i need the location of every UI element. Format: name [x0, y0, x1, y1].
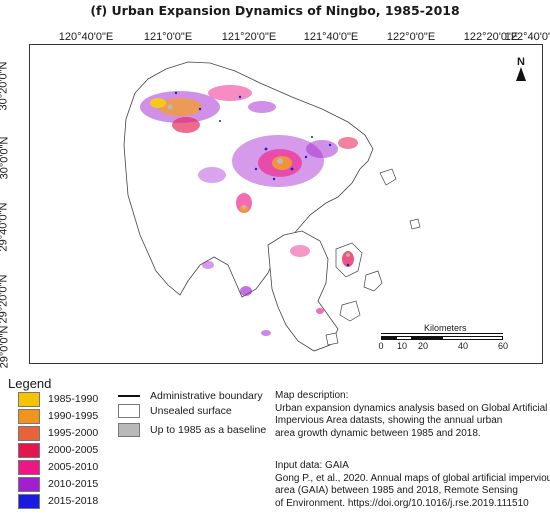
scale-bar-segment: [412, 336, 442, 340]
administrative-boundary: [267, 230, 339, 352]
legend-label: 2010-2015: [48, 478, 99, 490]
legend-item: 1995-2000: [18, 425, 98, 441]
legend-item: 2010-2015: [18, 476, 98, 492]
longitude-label: 121°20'0"E: [221, 31, 277, 43]
longitude-label: 122°0'0"E: [386, 31, 436, 43]
legend-title: Legend: [8, 376, 52, 391]
legend-item: 2015-2018: [18, 493, 98, 509]
legend-item: 2005-2010: [18, 459, 98, 475]
map-description: Map description: Urban expansion dynamic…: [275, 390, 547, 440]
latitude-label: 29°40'0"N: [0, 202, 10, 252]
legend-swatch: [18, 408, 40, 424]
legend-label: 2000-2005: [48, 444, 99, 456]
map-canvas: [123, 61, 421, 352]
scale-title: Kilometers: [424, 323, 467, 333]
legend-label: 2015-2018: [48, 495, 99, 507]
administrative-boundary: [379, 168, 397, 186]
latitude-label: 29°0'0"N: [0, 325, 11, 369]
baseline-1985: [167, 104, 350, 257]
scale-bar-segment: [396, 336, 412, 340]
scale-tick: 60: [497, 341, 509, 351]
administrative-boundary: [409, 218, 421, 230]
legend-item: 1990-1995: [18, 408, 98, 424]
legend-label: 1995-2000: [48, 427, 99, 439]
legend-swatch: [18, 391, 40, 407]
input-data-heading: Input data: GAIA: [275, 460, 349, 471]
longitude-label: 122°40'0"E: [504, 31, 550, 43]
citation-line: area (GAIA) between 1985 and 2018, Remot…: [275, 485, 518, 496]
description-line: Impervious Area datasts, showing the ann…: [275, 415, 503, 426]
legend-item: 1985-1990: [18, 391, 98, 407]
administrative-boundary: [363, 270, 383, 292]
legend-item: Administrative boundary: [118, 390, 263, 402]
latitude-label: 30°20'0"N: [0, 61, 10, 111]
legend-swatch: [18, 425, 40, 441]
scale-bar-segment: [442, 336, 503, 340]
longitude-label: 122°20'0"E: [463, 31, 519, 43]
baseline-swatch: [118, 423, 140, 437]
longitude-label: 120°40'0"E: [58, 31, 114, 43]
legend-swatch: [18, 459, 40, 475]
scale-tick: 0: [378, 341, 384, 351]
legend-label: 1990-1995: [48, 410, 99, 422]
scale-tick: 10: [396, 341, 408, 351]
citation-line: Gong P., et al., 2020. Annual maps of gl…: [275, 472, 550, 484]
north-arrow-icon: [516, 67, 526, 81]
latitude-label: 29°20'0"N: [0, 274, 10, 324]
legend-item: 2000-2005: [18, 442, 98, 458]
scale-tick: 40: [457, 341, 469, 351]
legend-label: Administrative boundary: [150, 390, 263, 402]
legend-swatch: [18, 493, 40, 509]
unsealed-surface-swatch: [118, 404, 140, 418]
urban-expansion-2015-2018: [174, 91, 350, 267]
legend-label: 2005-2010: [48, 461, 99, 473]
description-line: Urban expansion dynamics analysis based …: [275, 402, 548, 414]
administrative-boundary: [339, 300, 361, 322]
scale-tick: 20: [417, 341, 429, 351]
input-data: Input data: GAIA Gong P., et al., 2020. …: [275, 460, 550, 510]
boundary-line-symbol: [118, 395, 140, 397]
longitude-label: 121°0'0"E: [143, 31, 193, 43]
scale-line: [381, 333, 503, 334]
legend-swatch: [18, 476, 40, 492]
administrative-boundary: [325, 332, 339, 346]
map-title: (f) Urban Expansion Dynamics of Ningbo, …: [90, 3, 460, 18]
description-line: area growth dynamic between 1985 and 201…: [275, 427, 481, 439]
citation-line[interactable]: of Environment. https://doi.org/10.1016/…: [275, 497, 529, 509]
legend-label: Unsealed surface: [150, 405, 232, 417]
latitude-label: 30°0'0"N: [0, 136, 11, 180]
map-frame[interactable]: [29, 44, 543, 364]
north-label: N: [517, 56, 525, 68]
longitude-label: 121°40'0"E: [303, 31, 359, 43]
scale-bar-segment: [381, 336, 396, 340]
legend-item: Unsealed surface: [118, 404, 232, 418]
legend-swatch: [18, 442, 40, 458]
legend-label: Up to 1985 as a baseline: [150, 424, 267, 436]
legend-item: Up to 1985 as a baseline: [118, 423, 266, 437]
description-heading: Map description:: [275, 390, 349, 401]
legend-label: 1985-1990: [48, 393, 99, 405]
